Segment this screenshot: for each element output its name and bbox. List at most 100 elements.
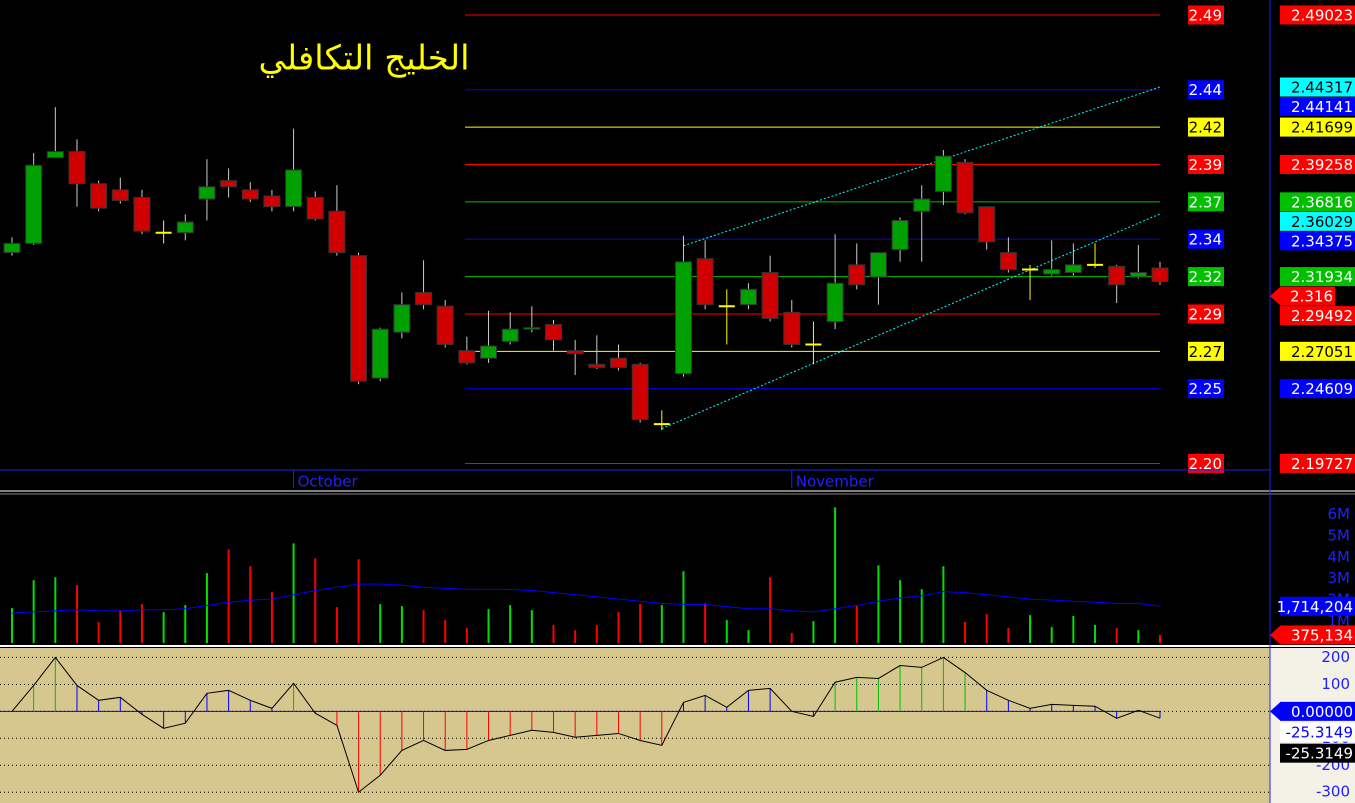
candle-body bbox=[913, 198, 931, 212]
oscillator-zero-label-box bbox=[1280, 701, 1355, 721]
candle-body bbox=[869, 252, 887, 278]
level-label: 2.34 bbox=[1189, 231, 1222, 249]
candle-body bbox=[68, 151, 86, 185]
candle-body bbox=[934, 155, 952, 192]
volume-label-box bbox=[1280, 625, 1355, 645]
oscillator-value-label-box bbox=[1280, 743, 1355, 763]
price-label-box bbox=[1280, 97, 1355, 117]
price-label-box bbox=[1280, 379, 1355, 399]
candle-body bbox=[978, 206, 996, 243]
y-tick-label: 100 bbox=[1321, 675, 1350, 693]
candle-body bbox=[956, 161, 974, 214]
level-label-box bbox=[1188, 154, 1224, 174]
level-label-box bbox=[1188, 229, 1224, 249]
trend-channel bbox=[661, 213, 1161, 430]
candle-body bbox=[220, 180, 238, 188]
oscillator-value-label: -25.3149 bbox=[1286, 724, 1353, 742]
candle-body bbox=[545, 324, 563, 341]
level-label-box bbox=[1188, 117, 1224, 137]
y-tick-label: 4M bbox=[1328, 548, 1351, 566]
candle-body bbox=[999, 252, 1017, 270]
level-label: 2.37 bbox=[1189, 193, 1222, 211]
candle-body bbox=[285, 169, 303, 208]
candle-body bbox=[111, 189, 129, 202]
level-label-box bbox=[1188, 341, 1224, 361]
candle-body bbox=[393, 304, 411, 333]
candle-body bbox=[480, 345, 498, 359]
y-tick-label: 3M bbox=[1328, 569, 1351, 587]
chart-title: الخليج التكافلي bbox=[258, 39, 469, 79]
candle-body bbox=[848, 264, 866, 286]
candle-body bbox=[609, 357, 627, 368]
candle-body bbox=[415, 291, 433, 306]
candle-body bbox=[523, 327, 541, 330]
candle-body bbox=[328, 210, 346, 254]
candle-body bbox=[566, 350, 584, 355]
price-label: 2.316 bbox=[1290, 288, 1333, 306]
candle-body bbox=[588, 363, 606, 368]
price-label: 2.29492 bbox=[1291, 307, 1353, 325]
candle-body bbox=[436, 305, 454, 345]
oscillator-value-label-box bbox=[1280, 722, 1355, 742]
volume-average-label: 1,714,204 bbox=[1277, 598, 1353, 616]
price-label-box bbox=[1280, 306, 1355, 326]
y-tick-label: 200 bbox=[1321, 648, 1350, 666]
price-label-box bbox=[1280, 117, 1355, 137]
candle-body bbox=[1129, 272, 1147, 278]
candle-body bbox=[46, 151, 64, 159]
level-label: 2.32 bbox=[1189, 268, 1222, 286]
price-label: 2.36816 bbox=[1291, 193, 1353, 211]
price-label: 2.27051 bbox=[1291, 343, 1353, 361]
level-label: 2.20 bbox=[1189, 455, 1222, 473]
price-label: 2.39258 bbox=[1291, 156, 1353, 174]
price-label: 2.31934 bbox=[1291, 268, 1353, 286]
candle-body bbox=[826, 282, 844, 322]
price-label-box bbox=[1280, 453, 1355, 473]
oscillator-background bbox=[0, 648, 1270, 803]
level-label-box bbox=[1188, 5, 1224, 25]
level-label-box bbox=[1188, 304, 1224, 324]
level-label: 2.39 bbox=[1189, 156, 1222, 174]
y-tick-label: 6M bbox=[1328, 505, 1351, 523]
candle-body bbox=[241, 189, 259, 200]
level-label-box bbox=[1188, 453, 1224, 473]
candle-body bbox=[1064, 264, 1082, 274]
oscillator-line bbox=[11, 656, 1161, 794]
price-label: 2.49023 bbox=[1291, 6, 1353, 24]
level-label-box bbox=[1188, 379, 1224, 399]
price-label: 2.34375 bbox=[1291, 232, 1353, 250]
oscillator-zero-label: 0.00000 bbox=[1291, 703, 1353, 721]
level-label: 2.27 bbox=[1189, 343, 1222, 361]
level-label: 2.49 bbox=[1189, 6, 1222, 24]
x-tick-label: November bbox=[796, 473, 875, 491]
price-label-box bbox=[1280, 211, 1355, 231]
level-label: 2.44 bbox=[1189, 81, 1222, 99]
volume-average bbox=[11, 583, 1161, 614]
candle-body bbox=[739, 288, 757, 306]
price-label-arrow bbox=[1270, 287, 1280, 306]
price-label: 2.36029 bbox=[1291, 213, 1353, 231]
price-label-box bbox=[1280, 231, 1355, 251]
price-label: 2.41699 bbox=[1291, 119, 1353, 137]
candle-body bbox=[458, 350, 476, 364]
price-label: 2.24609 bbox=[1291, 380, 1353, 398]
y-tick-label: -300 bbox=[1316, 783, 1350, 801]
candle-body bbox=[306, 196, 324, 220]
price-label: 2.44141 bbox=[1291, 98, 1353, 116]
y-tick-label: 5M bbox=[1328, 526, 1351, 544]
price-label: 2.19727 bbox=[1291, 455, 1353, 473]
price-label-box bbox=[1280, 192, 1355, 212]
candle-body bbox=[133, 196, 151, 232]
candle-body bbox=[631, 363, 649, 420]
candle-body bbox=[198, 186, 216, 200]
candle-body bbox=[501, 328, 519, 342]
volume-label: 375,134 bbox=[1291, 626, 1353, 644]
candle-body bbox=[263, 195, 281, 208]
oscillator-value-label: -25.3149 bbox=[1286, 745, 1353, 763]
candle-body bbox=[783, 311, 801, 345]
price-label-box bbox=[1280, 341, 1355, 361]
candle-body bbox=[371, 328, 389, 379]
volume-average-label-box bbox=[1280, 596, 1355, 616]
